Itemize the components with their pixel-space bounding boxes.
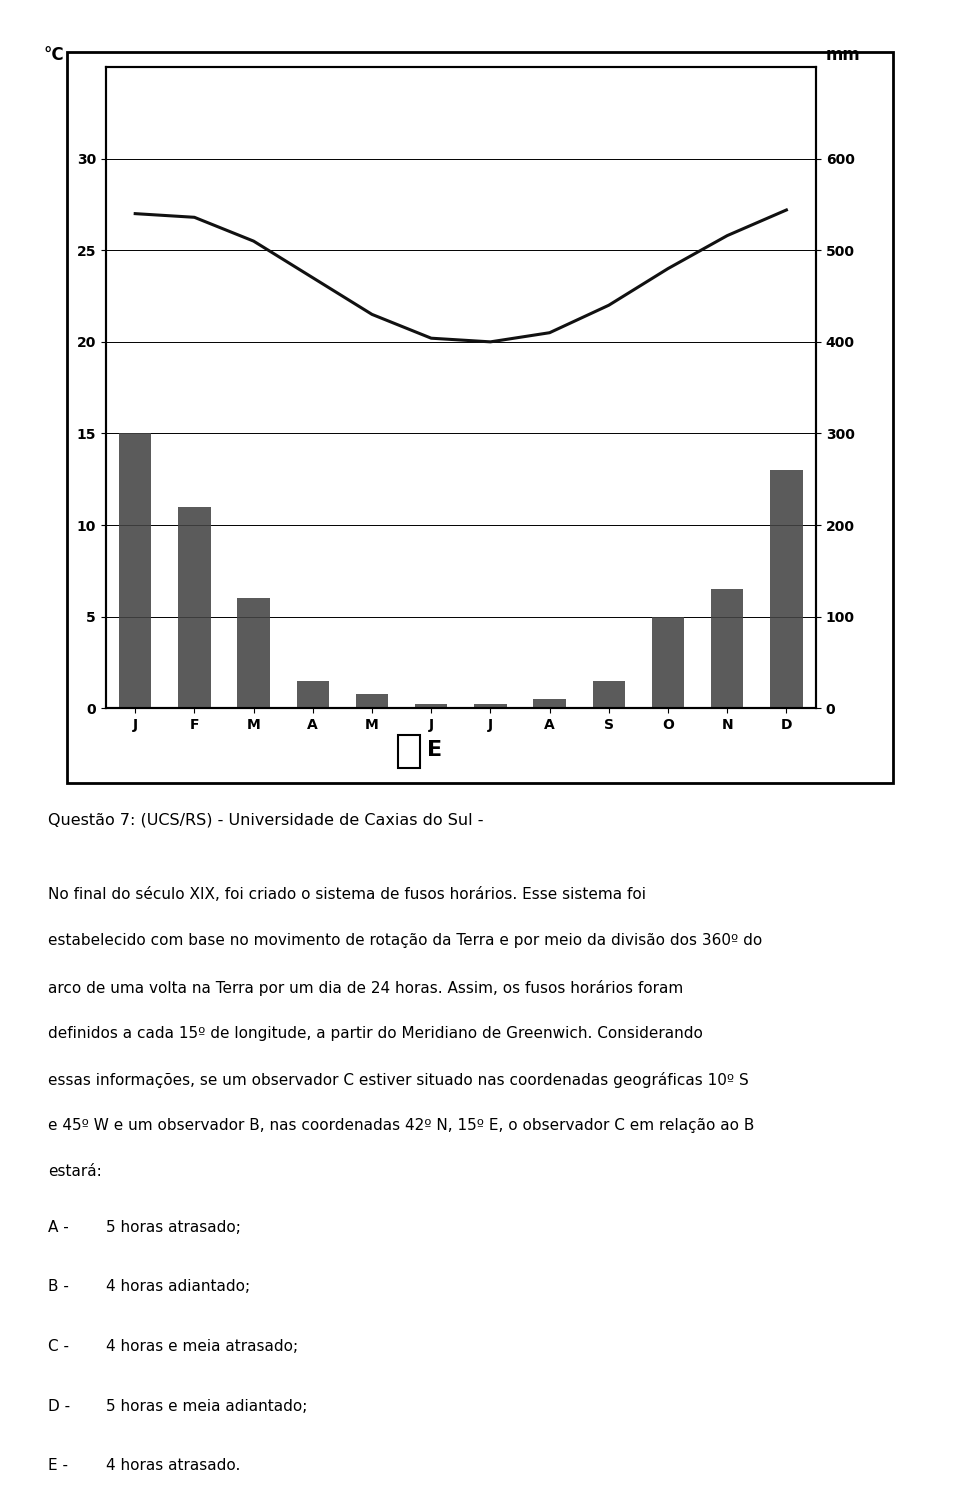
Text: 5 horas e meia adiantado;: 5 horas e meia adiantado; — [106, 1399, 307, 1413]
Bar — [237, 598, 270, 708]
Text: D -: D - — [48, 1399, 70, 1413]
Text: definidos a cada 15º de longitude, a partir do Meridiano de Greenwich. Considera: definidos a cada 15º de longitude, a par… — [48, 1026, 703, 1041]
Text: 5 horas atrasado;: 5 horas atrasado; — [106, 1220, 240, 1235]
Text: 4 horas atrasado.: 4 horas atrasado. — [106, 1458, 240, 1473]
Bar — [534, 699, 565, 708]
Bar — [770, 470, 803, 708]
Text: e 45º W e um observador B, nas coordenadas 42º N, 15º E, o observador C em relaç: e 45º W e um observador B, nas coordenad… — [48, 1118, 755, 1133]
Text: 4 horas adiantado;: 4 horas adiantado; — [106, 1279, 250, 1294]
Bar — [652, 617, 684, 708]
Bar — [179, 507, 210, 708]
Text: °C: °C — [43, 46, 63, 64]
Text: C -: C - — [48, 1339, 69, 1354]
Text: E: E — [427, 741, 443, 760]
Bar — [711, 589, 743, 708]
Text: mm: mm — [826, 46, 860, 64]
Text: B -: B - — [48, 1279, 69, 1294]
Text: estará:: estará: — [48, 1164, 102, 1179]
Bar — [415, 704, 447, 708]
Text: A -: A - — [48, 1220, 69, 1235]
Bar — [474, 704, 507, 708]
Text: estabelecido com base no movimento de rotação da Terra e por meio da divisão dos: estabelecido com base no movimento de ro… — [48, 933, 762, 948]
Text: E -: E - — [48, 1458, 68, 1473]
Text: essas informações, se um observador C estiver situado nas coordenadas geográfica: essas informações, se um observador C es… — [48, 1072, 749, 1088]
Bar — [592, 681, 625, 708]
Bar — [356, 695, 388, 708]
Bar — [119, 434, 152, 708]
Text: No final do século XIX, foi criado o sistema de fusos horários. Esse sistema foi: No final do século XIX, foi criado o sis… — [48, 887, 646, 902]
Text: 4 horas e meia atrasado;: 4 horas e meia atrasado; — [106, 1339, 298, 1354]
Text: Questão 7: (UCS/RS) - Universidade de Caxias do Sul -: Questão 7: (UCS/RS) - Universidade de Ca… — [48, 813, 484, 828]
Bar — [297, 681, 329, 708]
Text: arco de uma volta na Terra por um dia de 24 horas. Assim, os fusos horários fora: arco de uma volta na Terra por um dia de… — [48, 980, 684, 996]
